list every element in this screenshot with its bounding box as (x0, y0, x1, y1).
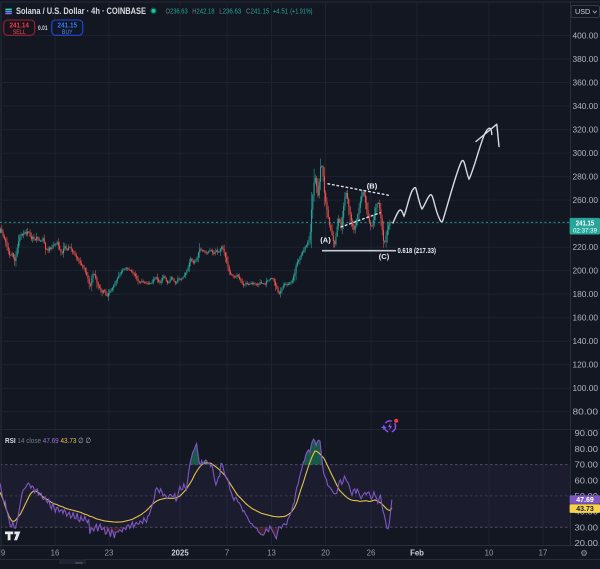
svg-text:L236.63: L236.63 (219, 7, 241, 16)
svg-text:120.00: 120.00 (573, 361, 599, 370)
svg-text:300.00: 300.00 (573, 149, 599, 158)
svg-text:340.00: 340.00 (573, 102, 599, 111)
svg-text:20: 20 (321, 548, 330, 557)
svg-text:(+1.91%): (+1.91%) (290, 7, 312, 16)
svg-text:320.00: 320.00 (573, 126, 599, 135)
svg-text:241.15: 241.15 (576, 220, 595, 227)
svg-text:200.00: 200.00 (573, 267, 599, 276)
svg-text:80.00: 80.00 (573, 408, 599, 417)
svg-text:⚙: ⚙ (580, 548, 588, 558)
svg-text:O236.63: O236.63 (166, 7, 188, 16)
svg-text:180.00: 180.00 (573, 290, 599, 299)
svg-text:(B): (B) (367, 182, 378, 191)
svg-text:Solana / U.S. Dollar · 4h · CO: Solana / U.S. Dollar · 4h · COINBASE (16, 6, 146, 16)
svg-text:47.69: 47.69 (576, 497, 594, 504)
svg-text:360.00: 360.00 (573, 79, 599, 88)
svg-text:Feb: Feb (410, 548, 424, 557)
svg-text:13: 13 (267, 548, 276, 557)
svg-text:26: 26 (367, 548, 376, 557)
svg-text:160.00: 160.00 (573, 314, 599, 323)
svg-text:9: 9 (1, 548, 5, 557)
svg-text:241.15: 241.15 (58, 22, 78, 29)
svg-text:02:37:39: 02:37:39 (573, 228, 597, 235)
svg-text:C241.15: C241.15 (246, 7, 269, 16)
svg-text:BUY: BUY (62, 29, 73, 36)
svg-text:H242.18: H242.18 (192, 7, 214, 16)
svg-text:400.00: 400.00 (573, 32, 599, 41)
svg-text:(C): (C) (379, 252, 390, 261)
svg-text:30.00: 30.00 (575, 523, 599, 532)
svg-text:17: 17 (539, 548, 548, 557)
svg-text:16: 16 (51, 548, 60, 557)
svg-text:220.00: 220.00 (573, 243, 599, 252)
svg-text:0.618 (217.33): 0.618 (217.33) (398, 246, 437, 255)
svg-text:80.00: 80.00 (575, 445, 599, 454)
svg-text:43.73: 43.73 (576, 506, 594, 513)
svg-text:241.14: 241.14 (9, 22, 29, 29)
svg-text:60.00: 60.00 (575, 476, 599, 485)
svg-text:2025: 2025 (171, 548, 189, 557)
svg-text:140.00: 140.00 (573, 337, 599, 346)
svg-text:70.00: 70.00 (575, 461, 599, 470)
svg-text:SELL: SELL (13, 29, 26, 36)
svg-text:7: 7 (225, 548, 229, 557)
svg-text:380.00: 380.00 (573, 55, 599, 64)
svg-text:280.00: 280.00 (573, 173, 599, 182)
svg-text:+4.51: +4.51 (273, 7, 288, 16)
svg-text:23: 23 (105, 548, 114, 557)
svg-text:0.01: 0.01 (38, 25, 48, 32)
svg-text:RSI 14 close 47.69 43.73 ∅ ∅: RSI 14 close 47.69 43.73 ∅ ∅ (5, 436, 91, 445)
svg-text:20.00: 20.00 (575, 539, 599, 548)
svg-text:10: 10 (485, 548, 494, 557)
svg-text:90.00: 90.00 (575, 429, 599, 438)
svg-text:100.00: 100.00 (573, 384, 599, 393)
svg-text:260.00: 260.00 (573, 196, 599, 205)
svg-text:USD: USD (575, 7, 590, 16)
svg-text:(A): (A) (320, 236, 331, 245)
